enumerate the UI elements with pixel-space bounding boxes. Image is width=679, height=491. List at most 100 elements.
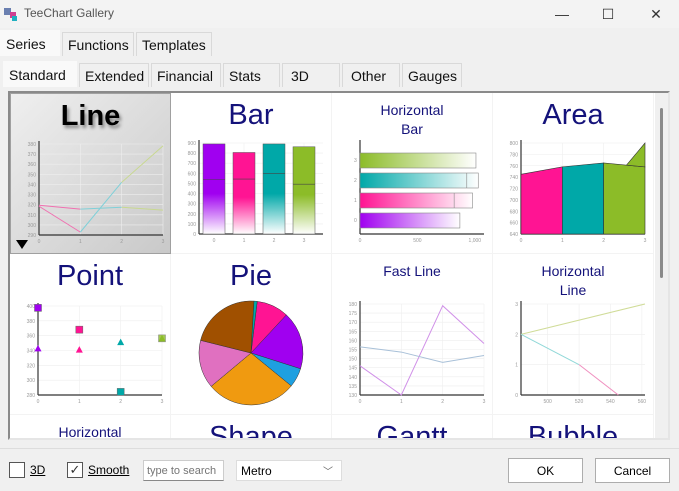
area-segment <box>520 166 563 235</box>
y-tick-label: 200 <box>188 212 197 218</box>
minimize-button[interactable]: — <box>555 6 569 22</box>
tab-financial[interactable]: Financial <box>151 63 221 87</box>
y-tick-label: 310 <box>28 213 37 219</box>
x-tick-label: 0 <box>359 399 362 405</box>
x-tick-label: 500 <box>544 399 553 405</box>
scrollbar-thumb[interactable] <box>660 108 663 278</box>
x-tick-label: 2 <box>120 239 123 245</box>
theme-select[interactable]: Metro ﹀ <box>236 460 342 481</box>
fast-line-series <box>359 304 485 396</box>
pie-slice <box>210 352 292 406</box>
hbar <box>359 172 479 189</box>
gallery-item-title: Bar <box>228 99 274 131</box>
ok-button[interactable]: OK <box>508 458 583 483</box>
gallery-item-pie[interactable]: Pie <box>171 254 332 415</box>
y-tick-label: 170 <box>349 320 358 326</box>
x-tick-label: 560 <box>638 399 647 405</box>
3d-checkbox[interactable] <box>9 462 25 478</box>
point-square <box>34 304 42 312</box>
y-tick-label: 175 <box>349 311 358 317</box>
gallery-item-bubble[interactable]: Bubble <box>493 415 654 440</box>
dropdown-triangle-icon <box>16 240 28 249</box>
y-tick-label: 180 <box>349 302 358 308</box>
maximize-button[interactable]: ☐ <box>601 5 615 22</box>
vertical-scrollbar[interactable] <box>655 93 668 438</box>
point-square <box>116 388 125 396</box>
gallery-item-horizontal-bar[interactable]: 0 500 1,000 0 1 2 3 Horizontal Bar <box>332 93 493 254</box>
outer-tabs: Series Functions Templates <box>0 30 214 56</box>
gallery-item-bar[interactable]: 0 100 200 300 400 500 600 700 800 900 0 1 2 3 Bar <box>171 93 332 254</box>
x-tick-label: 3 <box>644 238 647 244</box>
gallery-item-shape[interactable]: Shape <box>171 415 332 440</box>
gallery-item-title: Bubble <box>527 421 619 440</box>
tab-other[interactable]: Other <box>342 63 400 87</box>
y-tick-label: 330 <box>28 193 37 199</box>
y-tick-label: 160 <box>349 338 358 344</box>
gallery-item-fast-line[interactable]: 130 135 140 145 150 155 160 165 170 175 180 0 1 2 3 Fas… <box>332 254 493 415</box>
tab-stats[interactable]: Stats <box>223 63 280 87</box>
x-tick-label: 3 <box>162 239 165 245</box>
tab-templates[interactable]: Templates <box>136 32 212 56</box>
y-tick-label: 400 <box>27 304 36 310</box>
gallery-item-title: Horizontal Bar <box>380 102 444 137</box>
point-square <box>75 325 84 334</box>
chart-thumbnail: 0 100 200 300 400 500 600 700 800 900 0 1 2 3 <box>188 140 323 244</box>
tab-3d[interactable]: 3D <box>282 63 340 87</box>
y-tick-label: 2 <box>354 178 357 184</box>
chart-thumbnail <box>198 300 304 406</box>
y-tick-label: 2 <box>515 332 518 338</box>
gallery-item-title: Horizontal <box>58 424 122 440</box>
gallery-panel: 290 300 310 320 330 340 350 360 370 380 0 1 2 3 Line 0 1… <box>8 91 670 440</box>
smooth-checkbox[interactable]: ✓ <box>67 462 83 478</box>
x-tick-label: 1 <box>78 399 81 405</box>
y-tick-label: 3 <box>515 302 518 308</box>
x-tick-label: 2 <box>602 238 605 244</box>
y-tick-label: 760 <box>510 164 519 170</box>
tab-series[interactable]: Series <box>0 30 60 56</box>
x-tick-label: 1 <box>243 238 246 244</box>
y-tick-label: 320 <box>27 363 36 369</box>
tab-extended[interactable]: Extended <box>79 63 149 87</box>
gallery-item-title: Shape <box>209 421 293 440</box>
y-tick-label: 900 <box>188 141 197 147</box>
chart-thumbnail: 280 300 320 340 360 380 400 0 1 2 3 <box>27 303 166 405</box>
area-segment <box>562 162 604 235</box>
cancel-button[interactable]: Cancel <box>595 458 670 483</box>
y-tick-label: 700 <box>510 198 519 204</box>
x-tick-label: 2 <box>273 238 276 244</box>
x-tick-label: 2 <box>119 399 122 405</box>
y-tick-label: 1 <box>354 198 357 204</box>
x-tick-label: 0 <box>520 238 523 244</box>
y-tick-label: 140 <box>349 375 358 381</box>
gallery-item-area[interactable]: 640 660 680 700 720 740 760 780 800 0 1 2 3 Area <box>493 93 654 254</box>
gallery-item-title: Point <box>56 260 124 292</box>
line-segment <box>38 204 81 210</box>
x-tick-label: 3 <box>303 238 306 244</box>
search-input[interactable] <box>143 460 224 481</box>
gallery-item-gantt[interactable]: Gantt <box>332 415 493 438</box>
hbar <box>359 152 477 169</box>
x-tick-label: 1 <box>79 239 82 245</box>
x-tick-label: 1 <box>400 399 403 405</box>
footer-bar: 3D ✓ Smooth Metro ﹀ OK Cancel <box>0 448 679 491</box>
x-tick-label: 0 <box>37 399 40 405</box>
checkmark-icon: ✓ <box>69 462 81 477</box>
tab-standard[interactable]: Standard <box>3 61 77 87</box>
gallery-item-horizontal-line[interactable]: 0 1 2 3 500 520 540 560 Horizontal Line <box>493 254 654 415</box>
gallery-item-title: Area <box>542 99 604 131</box>
theme-value: Metro <box>241 464 272 478</box>
y-tick-label: 300 <box>188 202 197 208</box>
y-tick-label: 800 <box>188 151 197 157</box>
gallery-item-point[interactable]: 280 300 320 340 360 380 400 0 1 2 3 Point <box>10 254 171 415</box>
x-tick-label: 1,000 <box>469 238 482 244</box>
y-tick-label: 350 <box>28 172 37 178</box>
point-triangle <box>34 344 42 352</box>
tab-gauges[interactable]: Gauges <box>402 63 462 87</box>
close-button[interactable]: ✕ <box>650 5 662 22</box>
line-segment <box>79 181 123 233</box>
gallery-item-line[interactable]: 290 300 310 320 330 340 350 360 370 380 0 1 2 3 Line <box>10 93 171 254</box>
x-tick-label: 500 <box>413 238 422 244</box>
x-tick-label: 0 <box>38 239 41 245</box>
tab-functions[interactable]: Functions <box>62 32 134 56</box>
gallery-item-horizontal[interactable]: Horizontal <box>10 415 171 440</box>
